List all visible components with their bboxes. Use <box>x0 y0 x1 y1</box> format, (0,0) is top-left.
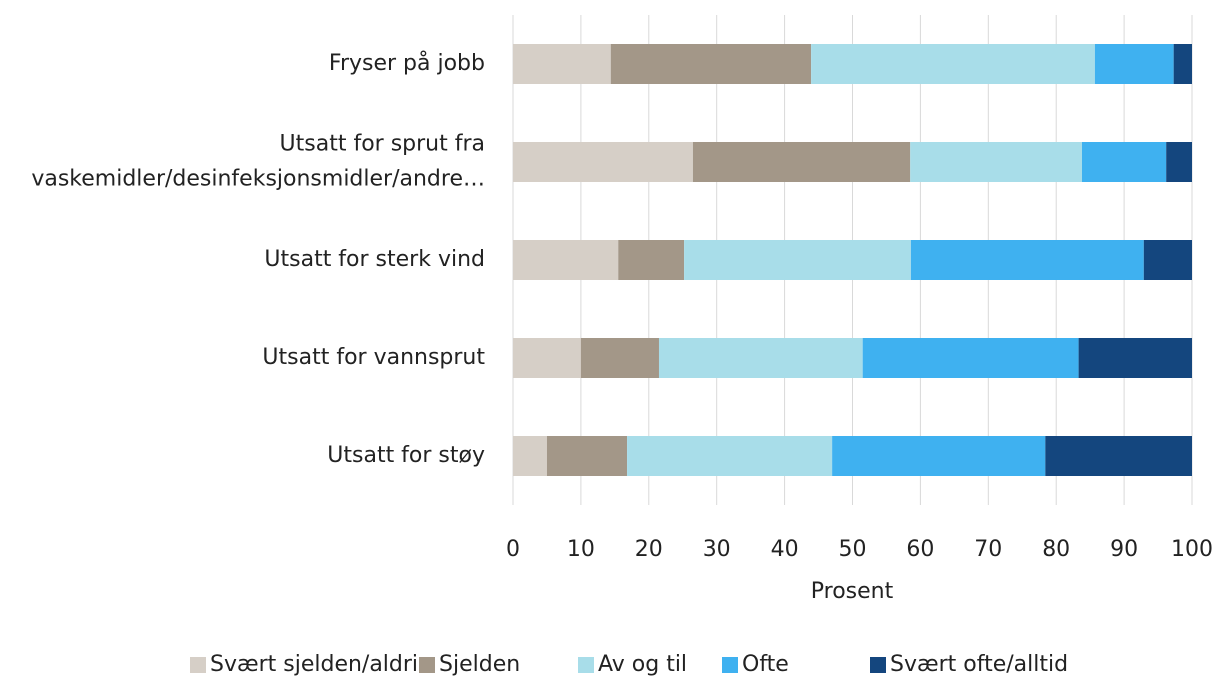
bar-segment <box>1173 44 1192 84</box>
x-tick-label: 60 <box>906 537 934 562</box>
x-tick-label: 90 <box>1110 537 1138 562</box>
x-axis-label: Prosent <box>811 579 894 604</box>
y-tick-label: Fryser på jobb <box>329 50 485 76</box>
bar-segment <box>832 436 1046 476</box>
bar-segment <box>610 44 812 84</box>
x-tick-label: 30 <box>703 537 731 562</box>
legend-swatch <box>190 657 206 673</box>
legend-swatch <box>870 657 886 673</box>
bar-segment <box>1045 436 1192 476</box>
bar-segment <box>811 44 1095 84</box>
bar-segment <box>513 338 581 378</box>
legend-label: Av og til <box>598 652 687 677</box>
x-tick-label: 100 <box>1171 537 1213 562</box>
bar-segment <box>1082 142 1167 182</box>
bar-segment <box>513 240 619 280</box>
x-tick-label: 70 <box>974 537 1002 562</box>
x-tick-label: 50 <box>839 537 867 562</box>
legend-swatch <box>419 657 435 673</box>
y-tick-label: Utsatt for støy <box>327 443 485 468</box>
y-tick-label: Utsatt for sterk vind <box>264 247 485 272</box>
bar-segment <box>627 436 833 476</box>
bar-segment <box>513 44 611 84</box>
bar-segment <box>862 338 1079 378</box>
bar-segment <box>910 142 1083 182</box>
x-tick-label: 80 <box>1042 537 1070 562</box>
x-tick-label: 40 <box>771 537 799 562</box>
bar-segment <box>618 240 685 280</box>
legend-swatch <box>578 657 594 673</box>
y-tick-label: Utsatt for sprut fra vaskemidler/desinfek… <box>31 132 485 192</box>
bar-segment <box>684 240 911 280</box>
bar-segment <box>658 338 863 378</box>
legend-label: Ofte <box>742 652 789 677</box>
y-tick-label: Utsatt for vannsprut <box>262 345 485 370</box>
x-tick-label: 0 <box>506 537 520 562</box>
bar-segment <box>1166 142 1192 182</box>
x-tick-label: 10 <box>567 537 595 562</box>
bar-segment <box>580 338 659 378</box>
bar-segment <box>513 142 693 182</box>
bar-segment <box>1143 240 1192 280</box>
legend-label: Sjelden <box>439 652 520 677</box>
bar-segment <box>1094 44 1174 84</box>
bar-segment <box>546 436 628 476</box>
legend-label: Svært ofte/alltid <box>890 652 1068 677</box>
bar-segment <box>1078 338 1192 378</box>
bar-segment <box>692 142 911 182</box>
legend-label: Svært sjelden/aldri <box>210 652 418 677</box>
bar-segment <box>910 240 1144 280</box>
x-tick-label: 20 <box>635 537 663 562</box>
legend-swatch <box>722 657 738 673</box>
bar-segment <box>513 436 547 476</box>
